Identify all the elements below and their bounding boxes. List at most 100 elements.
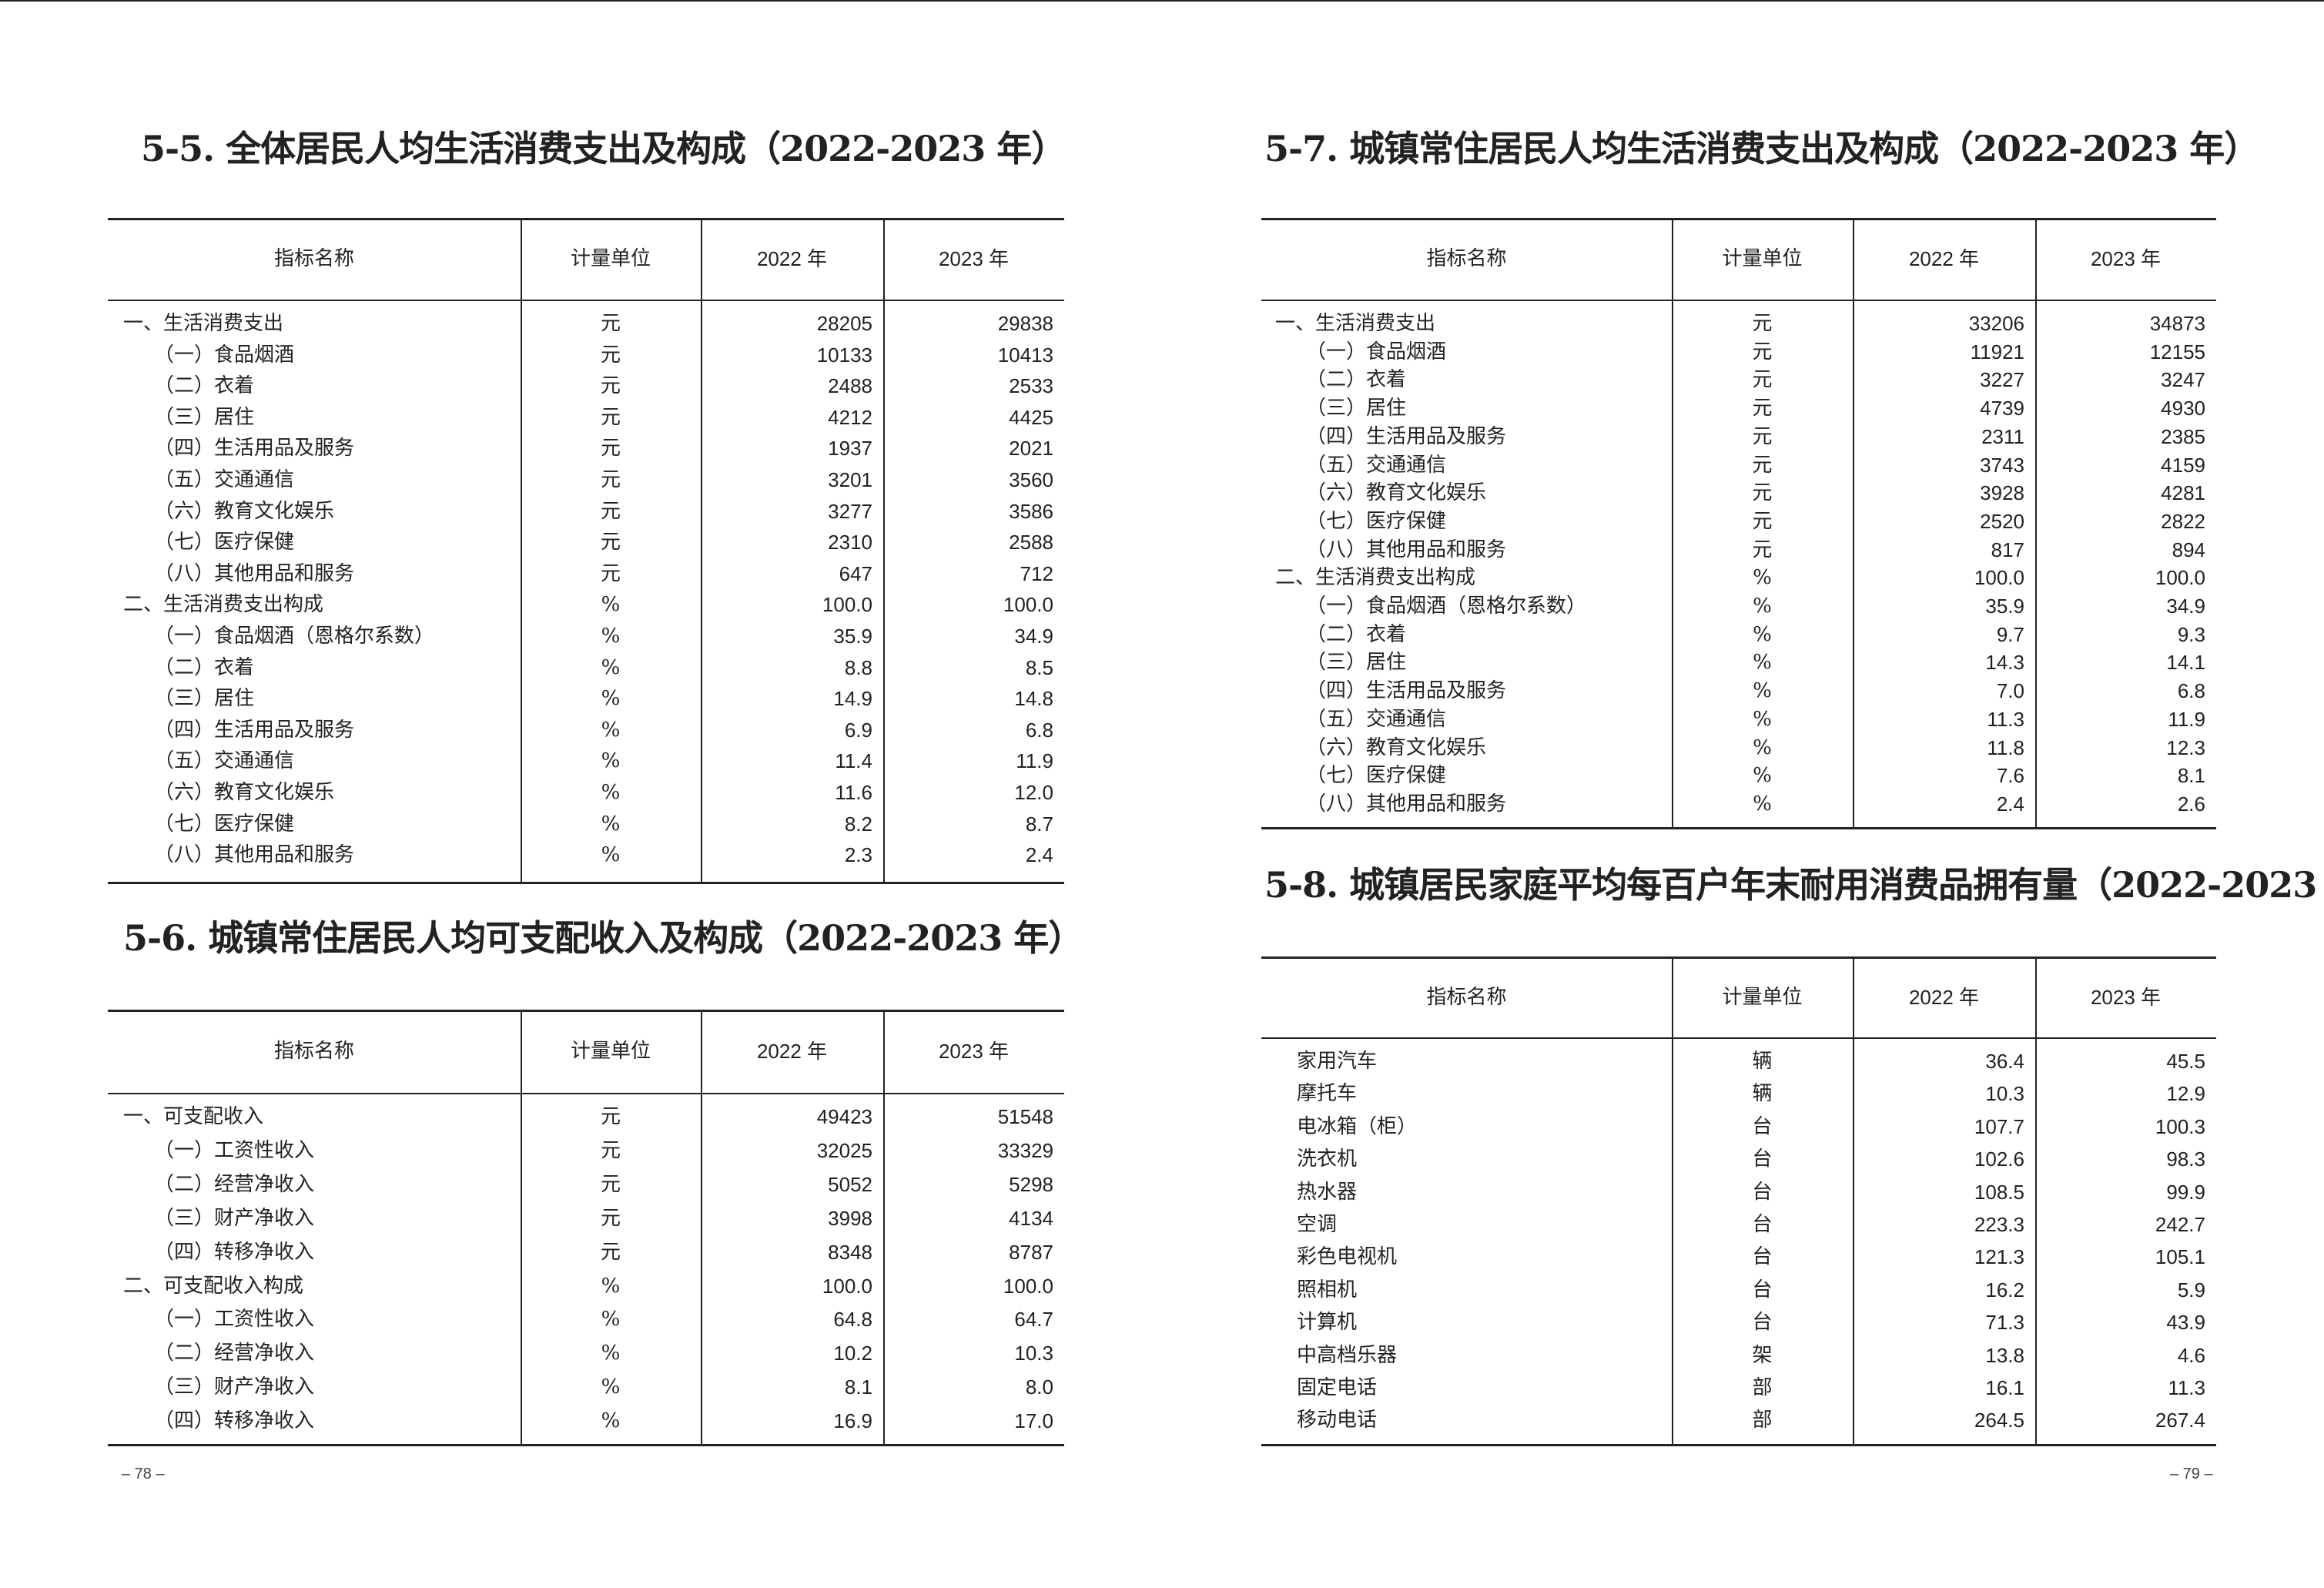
value: 45.5 (2166, 1050, 2205, 1073)
row-label: 家用汽车 (1297, 1050, 1378, 1073)
value: 267.4 (2155, 1409, 2205, 1432)
unit: 元 (1752, 424, 1773, 448)
unit: % (601, 749, 621, 773)
page-number: – 78 – (122, 1466, 165, 1482)
row-label: （一）食品烟酒（恩格尔系数） (154, 625, 435, 648)
value: 36.4 (1985, 1050, 2024, 1073)
row-label: （八）其他用品和服务 (154, 561, 355, 585)
unit: % (1753, 707, 1772, 731)
column-rule (701, 1010, 702, 1444)
value: 14.9 (833, 687, 872, 711)
unit: % (601, 1308, 621, 1332)
value: 2310 (828, 531, 872, 554)
value: 4281 (2161, 481, 2205, 505)
value: 11.9 (2168, 707, 2205, 731)
unit: 元 (1752, 481, 1773, 505)
column-header: 2022 年 (756, 1040, 828, 1063)
table-title: 5-7. 城镇常住居民人均生活消费支出及构成（2022-2023 年） (1264, 128, 2259, 169)
value: 2.6 (2177, 792, 2205, 816)
value: 12155 (2149, 340, 2205, 363)
value: 14.8 (1014, 687, 1053, 711)
unit: 元 (600, 1138, 621, 1162)
row-label: 洗衣机 (1297, 1147, 1358, 1171)
unit: 元 (1752, 397, 1773, 420)
value: 99.9 (2166, 1180, 2205, 1204)
row-label: （七）医疗保健 (1306, 509, 1447, 533)
unit: 元 (600, 343, 621, 367)
unit: % (601, 1342, 621, 1365)
column-header: 2023 年 (938, 247, 1010, 270)
unit: % (601, 718, 621, 742)
value: 8.2 (844, 812, 872, 836)
value: 100.0 (2155, 566, 2205, 590)
value: 49423 (816, 1105, 872, 1128)
value: 10.2 (833, 1342, 872, 1365)
row-label: 固定电话 (1297, 1376, 1378, 1399)
row-label: （一）食品烟酒（恩格尔系数） (1306, 595, 1587, 618)
value: 242.7 (2155, 1213, 2205, 1236)
column-header: 计量单位 (570, 1040, 651, 1063)
column-rule (883, 1010, 885, 1444)
row-label: 一、可支配收入 (123, 1105, 264, 1128)
column-header: 2023 年 (2090, 247, 2162, 270)
row-label: （三）居住 (1306, 397, 1407, 420)
row-label: （四）生活用品及服务 (154, 437, 355, 461)
value: 29838 (997, 312, 1053, 335)
row-label: 热水器 (1297, 1180, 1358, 1204)
column-rule (2035, 218, 2037, 827)
value: 98.3 (2166, 1147, 2205, 1171)
column-rule (1853, 218, 1854, 827)
row-label: 电冰箱（柜） (1297, 1114, 1418, 1138)
row-label: 彩色电视机 (1297, 1245, 1398, 1269)
row-label: （三）财产净收入 (154, 1375, 315, 1399)
value: 3247 (2161, 368, 2205, 392)
value: 9.3 (2177, 622, 2205, 646)
value: 8.0 (1025, 1375, 1053, 1399)
row-label: （四）生活用品及服务 (1306, 424, 1507, 448)
value: 8.5 (1025, 655, 1053, 679)
value: 33329 (997, 1138, 1053, 1162)
value: 6.8 (1025, 718, 1053, 742)
row-label: （三）财产净收入 (154, 1206, 315, 1230)
unit: % (601, 781, 621, 804)
row-label: （四）转移净收入 (154, 1409, 315, 1433)
value: 34.9 (1014, 625, 1053, 648)
header-rule (108, 300, 1064, 301)
row-label: 二、可支配收入构成 (123, 1274, 304, 1298)
unit: % (1753, 764, 1772, 788)
value: 2520 (1980, 509, 2024, 533)
value: 817 (1991, 538, 2024, 561)
value: 71.3 (1985, 1311, 2024, 1335)
column-header: 指标名称 (273, 1040, 354, 1063)
value: 5298 (1009, 1172, 1053, 1196)
unit: 元 (600, 1206, 621, 1230)
column-header: 2022 年 (756, 247, 828, 270)
value: 64.7 (1014, 1308, 1053, 1332)
unit: 台 (1752, 1147, 1773, 1171)
unit: 台 (1752, 1311, 1773, 1335)
column-header: 计量单位 (1722, 247, 1803, 270)
value: 34873 (2149, 312, 2205, 335)
value: 11.3 (2168, 1376, 2205, 1399)
row-label: （四）生活用品及服务 (1306, 679, 1507, 703)
table-bottom-rule (1261, 1444, 2216, 1446)
value: 32025 (816, 1138, 872, 1162)
table-top-rule (108, 1010, 1064, 1012)
value: 14.3 (1985, 651, 2024, 675)
value: 894 (2172, 538, 2205, 561)
row-label: （四）生活用品及服务 (154, 718, 355, 742)
unit: 元 (600, 561, 621, 585)
unit: % (601, 593, 621, 617)
unit: 元 (1752, 340, 1773, 363)
value: 3998 (828, 1206, 872, 1230)
row-label: 摩托车 (1297, 1082, 1358, 1106)
value: 4134 (1009, 1206, 1053, 1230)
table-bottom-rule (108, 1444, 1064, 1446)
page-number: – 79 – (2170, 1466, 2213, 1482)
row-label: （七）医疗保健 (154, 812, 295, 836)
value: 14.1 (2166, 651, 2205, 675)
column-rule (521, 1010, 522, 1444)
value: 64.8 (833, 1308, 872, 1332)
column-header: 指标名称 (273, 247, 354, 270)
value: 12.3 (2166, 735, 2205, 759)
